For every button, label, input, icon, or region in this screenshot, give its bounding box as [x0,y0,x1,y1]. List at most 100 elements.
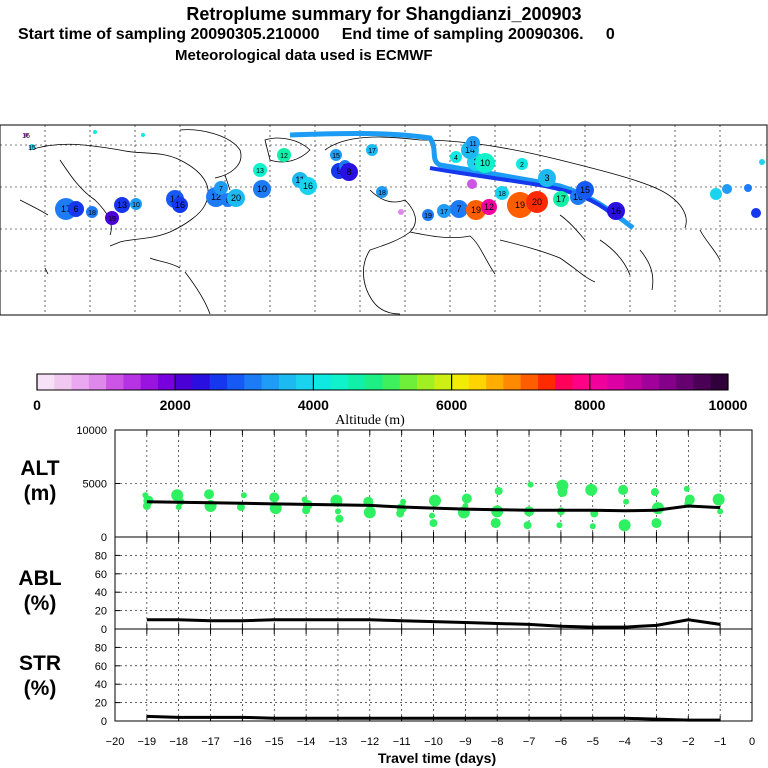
colorbar-cell [451,374,470,390]
alt-axis-label: ALT [20,457,59,480]
alt-point [683,485,690,492]
trajectory-marker [68,201,84,217]
colorbar-cell [227,374,245,390]
trajectory-marker [495,186,509,200]
colorbar-cell [676,374,694,390]
alt-point [650,488,659,497]
trajectory-markers: 1615176181913101416127820101312111615958… [22,130,765,225]
chart-title: Retroplume summary for Shangdianzi_20090… [186,4,582,24]
colorbar-tick-label: 0 [33,397,41,413]
trajectory-marker [29,144,35,150]
alt-point [363,506,376,519]
colorbar-cell [261,374,280,390]
trajectory-marker-label: 18 [498,191,506,198]
trajectory-marker-label: 12 [484,202,494,212]
meteo-data-line: Meteorological data used is ECMWF [175,47,433,64]
trajectory-marker [710,188,722,200]
trajectory-marker [398,209,404,215]
colorbar-cell [123,374,142,390]
alt-point [491,505,504,518]
colorbar-cell [192,374,211,390]
colorbar-tick-label: 6000 [436,397,467,413]
trajectory-marker [330,149,342,161]
colorbar-cell [347,374,366,390]
trajectory-marker [467,179,477,189]
altitude-colorbar: 0 2000 4000 6000 8000 10000 Altitude (m) [33,373,748,428]
trajectory-marker-label: 16 [175,200,185,210]
colorbar-cell [641,374,660,390]
trajectory-marker [744,184,752,192]
colorbar-cell [365,374,383,390]
x-axis-label: Travel time (days) [378,750,496,766]
trajectory-marker [538,169,556,187]
trajectory-marker-label: 10 [132,202,140,209]
alt-point [618,519,631,532]
alt-point [494,486,503,495]
colorbar-label: Altitude (m) [335,413,405,428]
trajectory-marker [227,189,245,207]
trajectory-marker [516,158,528,170]
colorbar-cell [710,374,729,390]
trajectory-marker-label: 16 [573,192,583,202]
trajectory-marker [576,181,594,199]
trajectory-marker [475,153,495,173]
trajectory-marker [105,211,119,225]
colorbar-cell [296,374,314,390]
trajectory-marker [130,198,142,210]
trajectory-marker-label: 9 [336,166,341,176]
abl-axis-unit: (%) [24,592,57,615]
trajectory-marker-label: 6 [73,204,78,214]
trajectory-marker [422,209,434,221]
colorbar-cell [607,374,625,390]
str-axis-label: STR [19,652,61,675]
alt-point [651,518,662,529]
x-tick-label: −1 [714,736,727,748]
colorbar-cell [399,374,418,390]
trajectory-marker-label: 17 [440,209,448,216]
trajectory-marker [253,163,267,177]
trajectory-marker [607,202,625,220]
alt-point [269,492,280,503]
x-tick-label: −4 [618,736,631,748]
alt-point [429,512,435,519]
trajectory-marker-label: 12 [211,192,221,202]
colorbar-cell [106,374,124,390]
colorbar-cell [658,374,677,390]
trajectory-marker-label: 15 [332,153,340,160]
alt-mean-line [146,500,721,513]
trajectory-marker [481,199,497,215]
trajectory-marker [366,144,378,156]
abl-panel: 0 20 40 60 80 ABL (%) [18,536,753,636]
colorbar-cell [313,374,332,390]
colorbar-cell [382,374,401,390]
colorbar-cell [486,374,504,390]
alt-point [589,523,596,530]
str-axis-unit: (%) [24,677,57,700]
x-tick-label: −9 [459,736,472,748]
trajectory-marker-label: 11 [295,175,304,185]
trajectory-marker-label: 20 [231,193,241,203]
trajectory-marker [141,133,145,137]
colorbar-cell [503,374,522,390]
trajectory-marker [759,159,765,165]
colorbar-cell [330,374,349,390]
alt-point [523,521,532,530]
trajectory-marker [277,148,291,162]
trajectory-marker [299,177,317,195]
alt-point [684,494,695,505]
colorbar-cell [589,374,608,390]
alt-point [429,494,441,507]
colorbar-cell [244,374,263,390]
colorbar-cell [434,374,453,390]
trajectory-marker [172,197,188,213]
colorbar-cell [175,374,193,390]
y-tick-label: 80 [95,550,107,562]
trajectory-marker [466,200,486,220]
x-tick-label: −6 [555,736,568,748]
y-tick-label: 40 [95,679,107,691]
trajectory-marker-label: 18 [88,210,96,217]
y-tick-label: 20 [95,606,107,618]
alt-point [429,519,438,528]
colorbar-tick-label: 10000 [709,397,748,413]
